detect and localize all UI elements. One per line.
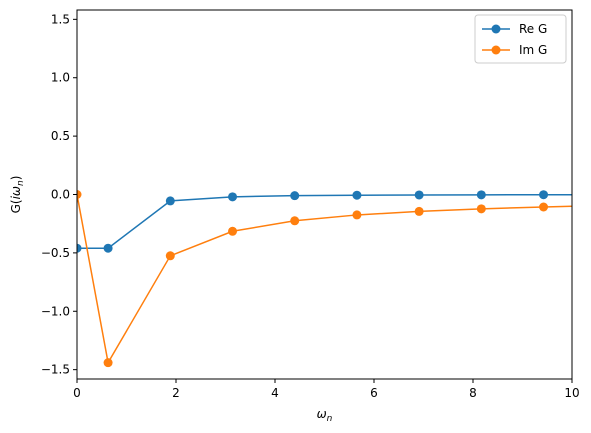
x-tick-label: 2 bbox=[172, 386, 180, 400]
data-point bbox=[228, 192, 238, 202]
series-layer bbox=[77, 190, 572, 368]
data-point bbox=[228, 226, 238, 236]
y-tick-label: 0.0 bbox=[51, 188, 70, 202]
legend-label: Im G bbox=[519, 43, 547, 57]
x-tick-label: 0 bbox=[73, 386, 81, 400]
legend-marker bbox=[491, 45, 501, 55]
y-tick-label: 1.0 bbox=[51, 71, 70, 85]
data-point bbox=[352, 210, 362, 220]
y-tick-label: −1.0 bbox=[41, 304, 70, 318]
data-point bbox=[352, 190, 362, 200]
data-point bbox=[165, 196, 175, 206]
x-tick-label: 10 bbox=[564, 386, 579, 400]
data-point bbox=[77, 243, 82, 253]
legend-label: Re G bbox=[519, 22, 547, 36]
series-line-0 bbox=[77, 193, 572, 249]
x-tick-label: 4 bbox=[271, 386, 279, 400]
data-point bbox=[414, 206, 424, 216]
y-tick-label: 0.5 bbox=[51, 129, 70, 143]
y-axis-label: G(iωn) bbox=[9, 176, 26, 214]
data-point bbox=[290, 216, 300, 226]
data-point bbox=[539, 202, 549, 212]
data-point bbox=[165, 251, 175, 261]
y-tick-label: −0.5 bbox=[41, 246, 70, 260]
y-tick-label: 1.5 bbox=[51, 12, 70, 26]
series-line-1 bbox=[77, 194, 572, 365]
data-point bbox=[103, 358, 113, 368]
plot-frame bbox=[76, 9, 573, 380]
data-point bbox=[539, 190, 549, 200]
x-tick-label: 8 bbox=[469, 386, 477, 400]
data-point bbox=[476, 190, 486, 200]
data-point bbox=[476, 204, 486, 214]
data-point bbox=[77, 190, 82, 199]
y-tick-label: −1.5 bbox=[41, 363, 70, 377]
data-point bbox=[414, 190, 424, 200]
legend: Re G Im G bbox=[474, 14, 567, 64]
axes-layer: 0 2 4 6 8 10 −1.5 −1.0 −0.5 0.0 0.5 1.0 1.5 bbox=[41, 12, 580, 400]
data-point bbox=[290, 191, 300, 201]
legend-marker bbox=[491, 24, 501, 34]
x-axis-label: ωn bbox=[317, 407, 333, 424]
data-point bbox=[103, 243, 113, 253]
x-tick-label: 6 bbox=[370, 386, 378, 400]
